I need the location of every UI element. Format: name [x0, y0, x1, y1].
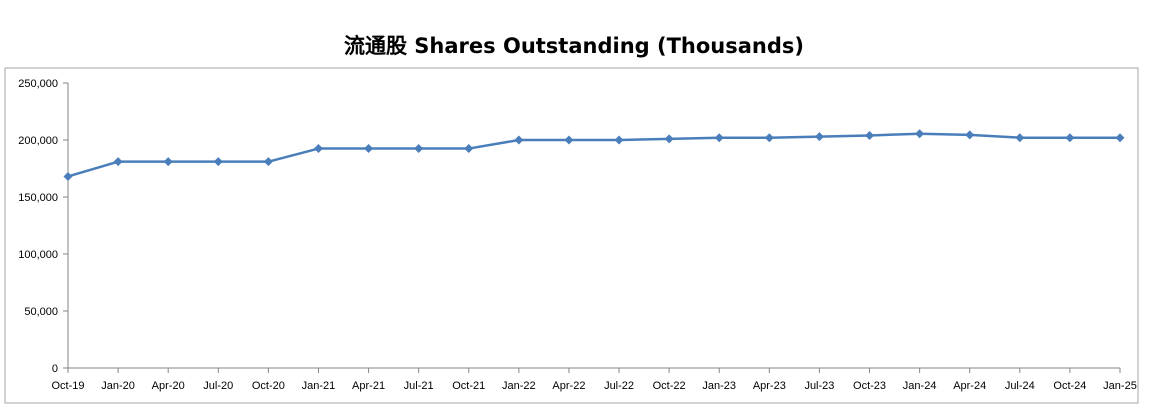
x-tick-label: Oct-21: [452, 380, 485, 392]
data-point-marker: [514, 135, 524, 145]
x-tick-label: Jan-21: [302, 380, 336, 392]
x-tick-label: Jul-24: [1005, 380, 1035, 392]
x-tick-label: Jan-25: [1103, 380, 1137, 392]
data-point-marker: [915, 129, 925, 139]
data-point-marker: [1065, 133, 1075, 143]
data-point-marker: [464, 144, 474, 154]
data-point-marker: [414, 144, 424, 154]
x-tick-label: Apr-22: [552, 380, 585, 392]
data-point-marker: [1015, 133, 1025, 143]
chart-title: 流通股 Shares Outstanding (Thousands): [344, 34, 804, 58]
x-tick-label: Jul-20: [203, 380, 233, 392]
y-tick-label: 100,000: [18, 249, 58, 261]
data-point-marker: [564, 135, 574, 145]
x-tick-label: Apr-23: [753, 380, 786, 392]
x-axis: Oct-19 Jan-20 Apr-20 Jul-20 Oct-20 Jan-21 Apr-…: [51, 367, 1137, 392]
x-tick-label: Jan-22: [502, 380, 536, 392]
y-tick-label: 0: [52, 363, 58, 375]
y-tick-label: 50,000: [24, 306, 58, 318]
x-tick-label: Jan-20: [101, 380, 135, 392]
x-tick-label: Apr-21: [352, 380, 385, 392]
y-tick-label: 150,000: [18, 192, 58, 204]
data-point-marker: [714, 133, 724, 143]
data-point-marker: [965, 130, 975, 140]
data-point-marker: [664, 134, 674, 144]
y-axis: 0 50,000 100,000 150,000 200,000 250,000: [18, 78, 69, 375]
x-tick-label: Jul-21: [404, 380, 434, 392]
data-point-marker: [163, 157, 173, 167]
data-point-marker: [865, 130, 875, 140]
data-point-marker: [63, 171, 73, 181]
data-series: [63, 129, 1125, 181]
data-point-marker: [113, 157, 123, 167]
x-tick-label: Oct-22: [653, 380, 686, 392]
data-point-marker: [263, 157, 273, 167]
x-tick-label: Apr-20: [152, 380, 185, 392]
series-line: [67, 132, 1120, 178]
x-tick-label: Jan-23: [702, 380, 736, 392]
chart-frame: [4, 67, 1139, 404]
x-tick-label: Oct-23: [853, 380, 886, 392]
x-tick-label: Apr-24: [953, 380, 986, 392]
y-tick-label: 200,000: [18, 135, 58, 147]
x-tick-label: Jan-24: [903, 380, 937, 392]
data-point-marker: [313, 144, 323, 154]
data-point-marker: [764, 133, 774, 143]
data-point-marker: [614, 135, 624, 145]
x-tick-label: Oct-19: [51, 380, 84, 392]
x-tick-label: Jul-23: [804, 380, 834, 392]
data-point-marker: [1115, 133, 1125, 143]
x-tick-label: Oct-20: [252, 380, 285, 392]
x-tick-label: Oct-24: [1053, 380, 1086, 392]
data-point-marker: [364, 144, 374, 154]
data-point-marker: [213, 157, 223, 167]
data-point-marker: [814, 132, 824, 142]
x-tick-label: Jul-22: [604, 380, 634, 392]
y-tick-label: 250,000: [18, 78, 58, 90]
